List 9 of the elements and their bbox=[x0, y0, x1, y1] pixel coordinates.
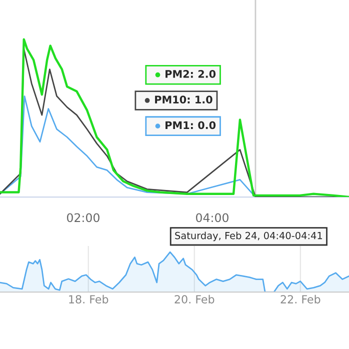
annotation: PM1: 0.0 bbox=[166, 121, 216, 130]
x-tick-label: 20. Feb bbox=[174, 294, 214, 304]
x-tick-label: 04:00 bbox=[196, 213, 228, 222]
annotation: PM2: 2.0 bbox=[166, 70, 216, 78]
x-tick-label: 02:00 bbox=[66, 213, 100, 222]
text: Saturday, Feb 24, 04:40-04:41 bbox=[175, 232, 322, 242]
x-tick-label: 18. Feb bbox=[69, 294, 108, 304]
x-tick-label: 22. Feb bbox=[280, 294, 320, 304]
annotation: PM10: 1.0 bbox=[155, 96, 212, 104]
